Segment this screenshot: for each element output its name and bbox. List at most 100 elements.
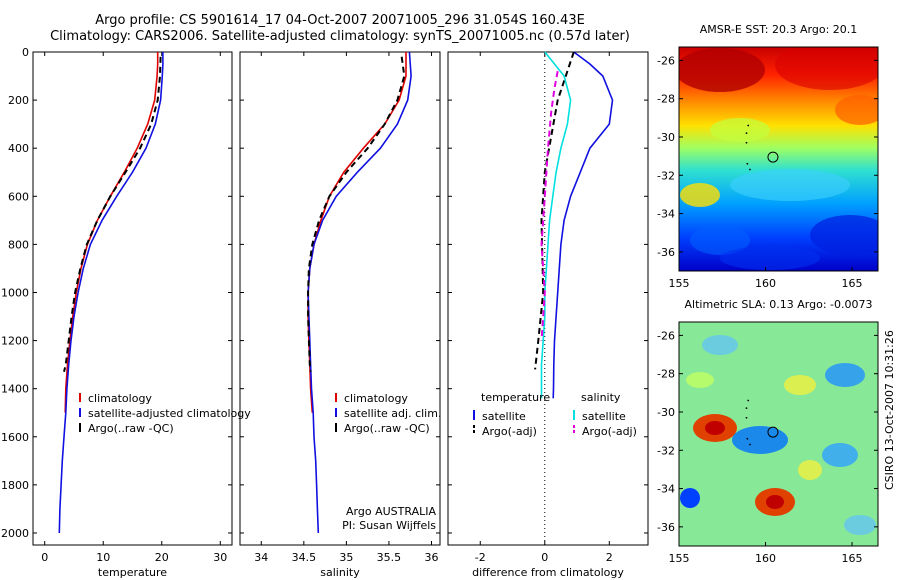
difference-legend: temperature salinity satellite Argo(-adj) sa… bbox=[473, 391, 637, 438]
difference-legend-header: temperature bbox=[481, 391, 550, 404]
sla-map-track-point bbox=[749, 443, 751, 446]
salinity-legend-label: satellite adj. clim. bbox=[344, 407, 441, 420]
salinity-frame bbox=[239, 51, 441, 546]
sla-map-ytick-label: -34 bbox=[657, 483, 675, 496]
temperature-ytick-label: 600 bbox=[8, 190, 29, 203]
difference-xtick-label: 0 bbox=[541, 551, 548, 564]
sst-map-ytick-label: -36 bbox=[657, 246, 675, 259]
sst-map-ytick-label: -28 bbox=[657, 93, 675, 106]
sst-map-track-point bbox=[749, 168, 751, 171]
figure-title-line1: Argo profile: CS 5901614_17 04-Oct-2007 … bbox=[95, 13, 585, 28]
sst-map-ytick-label: -32 bbox=[657, 169, 675, 182]
temperature-ytick-label: 2000 bbox=[1, 527, 29, 540]
chart-salinity: 34 34.5 35 35.5 36 salinity Argo AUSTRALIAPI: … bbox=[239, 51, 441, 579]
salinity-annotation: Argo AUSTRALIA bbox=[346, 505, 436, 518]
difference-xlabel: difference from climatology bbox=[472, 566, 624, 579]
temperature-legend-label: satellite-adjusted climatology bbox=[88, 407, 251, 420]
sst-map-argo-marker bbox=[767, 151, 779, 163]
temperature-xtick-label: 30 bbox=[213, 551, 227, 564]
sst-map-xtick-label: 165 bbox=[842, 277, 863, 290]
sst-map-ytick-label: -30 bbox=[657, 131, 675, 144]
salinity-xtick-label: 35 bbox=[339, 551, 353, 564]
temperature-legend-label: climatology bbox=[88, 392, 152, 405]
sst-map-track-point bbox=[747, 124, 750, 127]
difference-legend-label: satellite bbox=[482, 410, 526, 423]
sst-map-image bbox=[679, 47, 878, 271]
temperature-ytick-label: 1000 bbox=[1, 286, 29, 299]
temperature-ytick-label: 800 bbox=[8, 238, 29, 251]
sla-map-track-point bbox=[747, 399, 750, 402]
temperature-xtick-label: 20 bbox=[155, 551, 169, 564]
salinity-legend: climatology satellite adj. clim. Argo(..ra… bbox=[335, 392, 441, 435]
sla-map-image bbox=[679, 322, 878, 546]
sst-map-ytick-label: -26 bbox=[657, 54, 675, 67]
side-timestamp: CSIRO 13-Oct-2007 10:31:26 bbox=[883, 330, 896, 490]
sst-map-xtick-label: 155 bbox=[669, 277, 690, 290]
temperature-ytick-label: 1800 bbox=[1, 479, 29, 492]
chart-difference: -2 0 2 difference from climatology bbox=[447, 51, 649, 579]
sla-map-argo-marker bbox=[767, 426, 779, 438]
difference-legend-header: salinity bbox=[581, 391, 621, 404]
difference-frame bbox=[447, 51, 649, 546]
temperature-series-argo-raw-qc- bbox=[63, 56, 162, 373]
sst-map-ytick-label: -34 bbox=[657, 208, 675, 221]
salinity-series-climatology bbox=[307, 52, 407, 413]
temperature-ytick-label: 400 bbox=[8, 142, 29, 155]
sla-map-track-point bbox=[746, 437, 749, 440]
sla-map-ytick-label: -26 bbox=[657, 329, 675, 342]
temperature-legend: climatology satellite-adjusted climatolog… bbox=[79, 392, 251, 435]
sla-map-ytick-label: -32 bbox=[657, 444, 675, 457]
difference-series-salinity-satellite bbox=[540, 51, 572, 399]
sla-map-title: Altimetric SLA: 0.13 Argo: -0.0073 bbox=[685, 298, 873, 311]
temperature-xtick-label: 10 bbox=[96, 551, 110, 564]
sst-map-frame bbox=[678, 46, 879, 272]
sst-map-track-point bbox=[746, 162, 749, 165]
sla-map-track-point bbox=[745, 407, 748, 410]
salinity-xlabel: salinity bbox=[320, 566, 360, 579]
sla-map-ytick-label: -36 bbox=[657, 521, 675, 534]
salinity-xtick-label: 36 bbox=[424, 551, 438, 564]
temperature-series-climatology bbox=[64, 52, 159, 413]
temperature-frame bbox=[32, 51, 233, 546]
difference-xtick-label: 2 bbox=[606, 551, 613, 564]
chart-sla-map: 155 160 165 -26 -28 -30 -32 -34 -36 Altimetric SL… bbox=[657, 298, 879, 565]
temperature-xtick-label: 0 bbox=[41, 551, 48, 564]
salinity-xtick-label: 34.5 bbox=[292, 551, 317, 564]
salinity-legend-label: climatology bbox=[344, 392, 408, 405]
chart-sst-map: 155 160 165 -26 -28 -30 -32 -34 -36 AMSR-E SST: 2… bbox=[657, 23, 879, 290]
temperature-ytick-label: 0 bbox=[22, 46, 29, 59]
temperature-ytick-label: 200 bbox=[8, 94, 29, 107]
sla-map-xtick-label: 160 bbox=[755, 552, 776, 565]
sla-map-xtick-label: 155 bbox=[669, 552, 690, 565]
sla-map-ytick-label: -28 bbox=[657, 368, 675, 381]
temperature-xlabel: temperature bbox=[98, 566, 167, 579]
figure-title-line2: Climatology: CARS2006. Satellite-adjuste… bbox=[50, 29, 630, 44]
salinity-annotation: PI: Susan Wijffels bbox=[342, 519, 436, 532]
salinity-xtick-label: 34 bbox=[254, 551, 268, 564]
temperature-ytick-label: 1400 bbox=[1, 383, 29, 396]
sla-map-xtick-label: 165 bbox=[842, 552, 863, 565]
salinity-series-satellite-adj-clim- bbox=[307, 51, 412, 534]
sst-map-track-point bbox=[745, 141, 748, 144]
difference-legend-label: Argo(-adj) bbox=[582, 425, 637, 438]
sst-map-title: AMSR-E SST: 20.3 Argo: 20.1 bbox=[700, 23, 858, 36]
difference-legend-label: satellite bbox=[582, 410, 626, 423]
temperature-legend-label: Argo(..raw -QC) bbox=[88, 422, 174, 435]
sst-map-track-point bbox=[745, 132, 748, 135]
difference-xtick-label: -2 bbox=[475, 551, 486, 564]
difference-legend-label: Argo(-adj) bbox=[482, 425, 537, 438]
temperature-series-satellite-adjusted-climatology bbox=[58, 52, 164, 534]
temperature-ytick-label: 1600 bbox=[1, 431, 29, 444]
sla-map-frame bbox=[678, 321, 879, 547]
salinity-series-argo-raw-qc- bbox=[307, 56, 406, 372]
difference-series-temperature-satellite bbox=[552, 51, 614, 399]
salinity-xtick-label: 35.5 bbox=[377, 551, 402, 564]
chart-temperature: 0 10 20 30 0 200 400 600 800 1000 1200 1400 1600 1800… bbox=[1, 46, 233, 579]
temperature-ytick-label: 1200 bbox=[1, 335, 29, 348]
salinity-legend-label: Argo(..raw -QC) bbox=[344, 422, 430, 435]
sst-map-xtick-label: 160 bbox=[755, 277, 776, 290]
sla-map-track-point bbox=[745, 416, 748, 419]
difference-series-temperature-argo-adj- bbox=[534, 51, 575, 370]
sla-map-ytick-label: -30 bbox=[657, 406, 675, 419]
